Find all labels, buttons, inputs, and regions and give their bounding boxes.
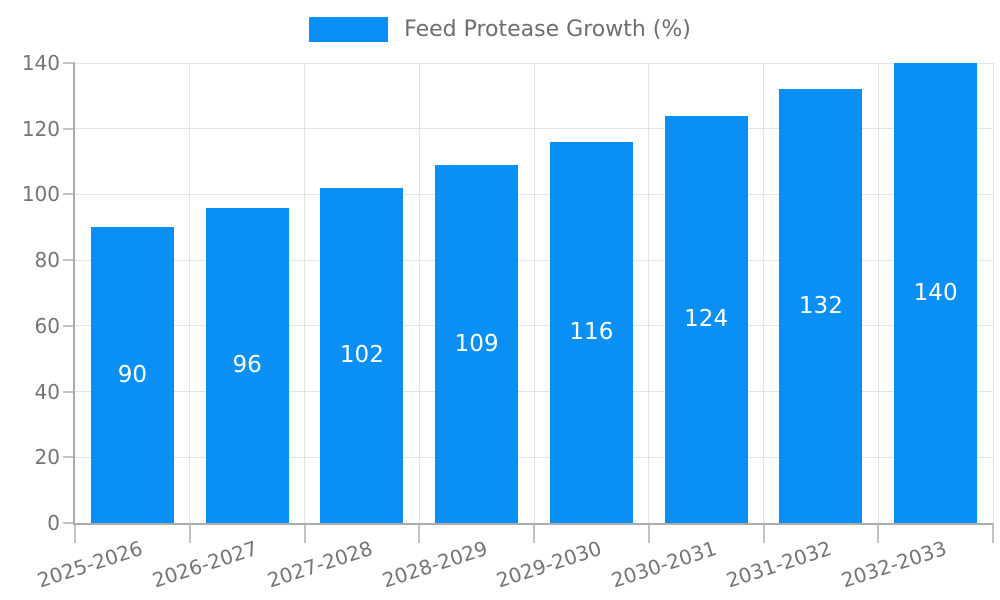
x-axis-category-label: 2027-2028 [264, 536, 376, 593]
bar-value-label: 102 [339, 342, 384, 369]
y-axis-tick-label: 140 [21, 51, 60, 75]
x-axis-category-label: 2028-2029 [378, 536, 491, 593]
legend: Feed Protease Growth (%) [0, 17, 1000, 42]
legend-label: Feed Protease Growth (%) [404, 17, 691, 42]
x-axis-tick [418, 523, 421, 543]
y-axis-line [73, 63, 75, 523]
y-axis-tick-label: 40 [34, 379, 60, 404]
bar-2032-2033[interactable] [894, 63, 978, 523]
y-axis-tick [63, 390, 75, 393]
v-gridline [418, 63, 420, 523]
x-axis-tick [74, 523, 76, 543]
y-axis-tick-label: 20 [34, 445, 60, 470]
v-gridline [763, 63, 764, 523]
y-axis-tick [63, 127, 75, 130]
v-gridline [648, 63, 650, 523]
x-axis-category-label: 2025-2026 [34, 536, 146, 593]
legend-item[interactable]: Feed Protease Growth (%) [309, 17, 691, 42]
y-axis-tick-label: 120 [21, 116, 60, 141]
v-gridline [533, 63, 535, 523]
x-axis-tick [303, 523, 306, 543]
y-axis-tick [63, 259, 75, 262]
x-axis-category-label: 2030-2031 [608, 536, 720, 593]
y-axis-tick-label: 80 [34, 248, 60, 273]
bar-value-label: 116 [569, 319, 614, 346]
y-axis-tick [63, 324, 75, 327]
y-axis-tick-label: 0 [47, 511, 60, 535]
bar-value-label: 140 [913, 280, 958, 306]
y-axis-tick [63, 456, 75, 459]
bar-value-label: 96 [232, 352, 262, 379]
y-axis-tick [63, 193, 75, 196]
bar-value-label: 124 [684, 306, 729, 333]
x-axis-category-label: 2032-2033 [837, 536, 950, 593]
v-gridline [304, 63, 305, 523]
bar-2026-2027[interactable] [205, 207, 289, 523]
bar-value-label: 109 [454, 330, 499, 357]
bar-2027-2028[interactable] [320, 187, 404, 523]
x-axis-tick [647, 523, 650, 543]
bar-2031-2032[interactable] [779, 89, 863, 523]
legend-color-swatch [309, 17, 389, 42]
x-axis-tick [762, 523, 765, 543]
x-axis-tick [533, 523, 535, 543]
v-gridline [992, 63, 994, 523]
y-axis-tick-label: 100 [21, 182, 60, 207]
x-axis-tick [877, 523, 880, 543]
bar-value-label: 132 [798, 293, 843, 320]
x-axis-category-label: 2026-2027 [149, 536, 261, 593]
y-axis-tick-label: 60 [34, 313, 60, 338]
v-gridline [877, 63, 879, 523]
x-axis-line [73, 523, 993, 525]
bar-2028-2029[interactable] [435, 164, 519, 523]
bar-2029-2030[interactable] [549, 141, 633, 523]
v-gridline [189, 63, 191, 523]
x-axis-category-label: 2029-2030 [493, 536, 605, 593]
x-axis-tick [188, 523, 191, 543]
bar-2030-2031[interactable] [664, 115, 748, 523]
bar-value-label: 90 [117, 362, 148, 389]
y-axis-tick [63, 522, 75, 524]
x-axis-tick [992, 523, 994, 543]
x-axis-category-label: 2031-2032 [723, 536, 835, 593]
bar-2025-2026[interactable] [90, 227, 174, 523]
y-axis-tick [63, 62, 75, 64]
